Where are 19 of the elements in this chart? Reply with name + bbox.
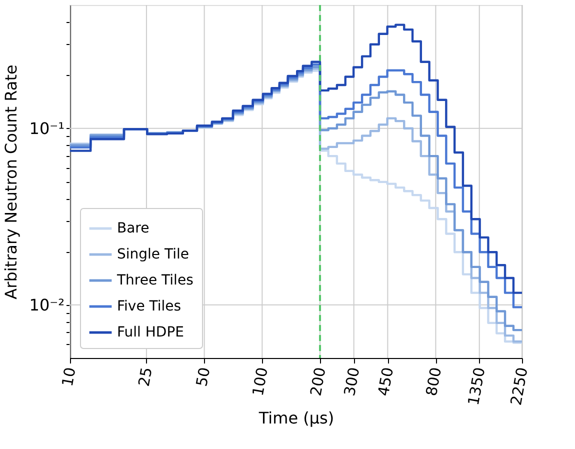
legend-label: Full HDPE (117, 324, 184, 340)
x-tick-label: 10 (58, 366, 80, 388)
x-tick-label: 300 (340, 366, 364, 398)
legend-label: Single Tile (117, 246, 190, 262)
x-tick-label: 25 (134, 366, 156, 388)
x-axis-title: Time (μs) (258, 408, 334, 428)
y-tick-label: 10⁻¹ (29, 118, 64, 138)
x-tick-label: 800 (422, 366, 446, 398)
x-tick-label: 100 (248, 366, 272, 398)
x-tick-label: 1350 (464, 366, 489, 407)
y-tick-label: 10⁻² (29, 295, 64, 314)
x-tick-label: 50 (192, 366, 214, 388)
x-tick-label: 450 (374, 366, 398, 398)
legend-label: Five Tiles (117, 298, 182, 314)
legend-label: Bare (117, 220, 150, 236)
x-tick-label: 2250 (507, 366, 532, 407)
legend-label: Three Tiles (116, 272, 194, 288)
y-axis-title: Arbitrary Neutron Count Rate (1, 64, 20, 300)
x-tick-label: 200 (306, 366, 330, 398)
